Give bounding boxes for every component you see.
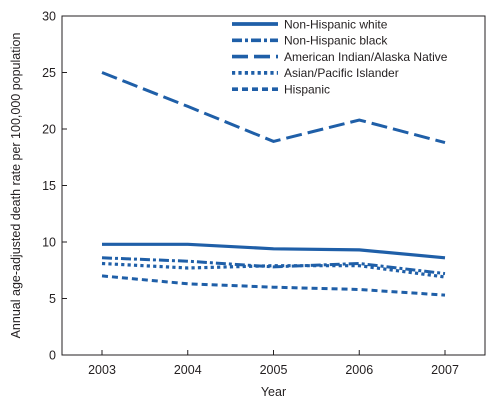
legend-label: Non-Hispanic black — [284, 34, 388, 48]
y-tick-label: 10 — [42, 236, 56, 250]
x-axis-title: Year — [261, 385, 286, 399]
legend-label: Hispanic — [284, 83, 330, 97]
y-axis-title: Annual age-adjusted death rate per 100,0… — [9, 33, 23, 339]
data-point — [358, 289, 360, 291]
data-point — [187, 283, 189, 285]
y-tick-label: 20 — [42, 123, 56, 137]
data-point — [101, 263, 103, 265]
data-point — [101, 257, 103, 259]
data-point — [101, 72, 103, 74]
series-lines — [101, 71, 446, 297]
data-point — [358, 119, 360, 121]
data-point — [187, 106, 189, 108]
series-line-5 — [101, 274, 446, 297]
y-tick-label: 5 — [49, 292, 56, 306]
data-point — [444, 142, 446, 144]
legend: Non-Hispanic white Non-Hispanic black Amer… — [232, 17, 448, 97]
legend-label: American Indian/Alaska Native — [284, 50, 448, 64]
series-line-2 — [101, 256, 446, 276]
data-point — [444, 276, 446, 278]
y-tick-label: 15 — [42, 179, 56, 193]
chart-axes — [61, 15, 486, 356]
legend-label: Asian/Pacific Islander — [284, 66, 399, 80]
series-line-1 — [102, 242, 446, 260]
data-point — [101, 243, 103, 245]
data-point — [187, 267, 189, 269]
data-point — [358, 263, 360, 265]
data-point — [187, 243, 189, 245]
y-tick-label: 25 — [42, 66, 56, 80]
data-point — [444, 257, 446, 259]
data-point — [444, 294, 446, 296]
data-point — [444, 273, 446, 275]
data-point — [273, 248, 275, 250]
data-point — [273, 265, 275, 267]
data-point — [358, 265, 360, 267]
y-tick-label: 30 — [42, 10, 56, 24]
data-point — [187, 260, 189, 262]
data-point — [273, 141, 275, 143]
x-tick-label: 2005 — [260, 363, 288, 377]
x-tick-label: 2006 — [345, 363, 373, 377]
x-tick-label: 2007 — [431, 363, 459, 377]
data-point — [101, 275, 103, 277]
series-line-3 — [101, 71, 446, 145]
data-point — [273, 286, 275, 288]
plot-frame — [61, 15, 486, 356]
y-tick-label: 0 — [49, 349, 56, 363]
x-tick-label: 2004 — [174, 363, 202, 377]
x-tick-label: 2003 — [88, 363, 116, 377]
tick-labels: 0 5 10 15 20 25 30 2003 2004 2005 2006 2007 — [42, 10, 459, 378]
legend-label: Non-Hispanic white — [284, 17, 388, 31]
data-point — [358, 249, 360, 251]
